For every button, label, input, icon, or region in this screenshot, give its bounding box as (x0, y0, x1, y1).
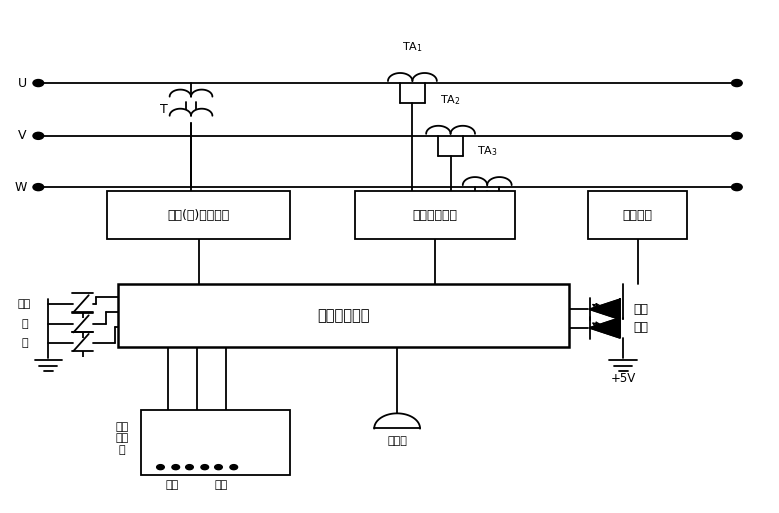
Circle shape (33, 184, 44, 191)
Text: 电流: 电流 (634, 321, 649, 334)
Circle shape (172, 465, 179, 470)
Circle shape (185, 465, 193, 470)
Text: 减: 减 (21, 338, 28, 348)
Text: W: W (15, 181, 26, 193)
Bar (588, 191, 687, 239)
Text: 飞车: 飞车 (215, 480, 228, 490)
Text: 微电脑控制板: 微电脑控制板 (318, 308, 370, 323)
Bar (355, 191, 516, 239)
Circle shape (230, 465, 238, 470)
Circle shape (731, 184, 742, 191)
Circle shape (731, 80, 742, 87)
Text: 单相(线)电压检测: 单相(线)电压检测 (167, 208, 230, 222)
Text: +5V: +5V (611, 372, 636, 385)
Text: TA$_1$: TA$_1$ (402, 40, 423, 54)
Text: V: V (19, 129, 26, 142)
Circle shape (33, 132, 44, 140)
Text: T: T (160, 103, 168, 116)
Circle shape (201, 465, 209, 470)
Text: TA$_2$: TA$_2$ (440, 93, 461, 107)
Text: 数字显示: 数字显示 (622, 208, 653, 222)
Text: 参数: 参数 (18, 299, 31, 309)
Circle shape (157, 465, 164, 470)
Text: 增: 增 (21, 320, 28, 329)
Text: 继电: 继电 (115, 422, 129, 432)
Text: TA$_3$: TA$_3$ (477, 144, 498, 158)
Text: 三相电流检测: 三相电流检测 (413, 208, 458, 222)
Bar (141, 410, 291, 475)
Text: 器输: 器输 (115, 433, 129, 444)
Text: U: U (18, 76, 26, 90)
Circle shape (215, 465, 222, 470)
Text: 出: 出 (119, 445, 125, 455)
Text: 故障: 故障 (165, 480, 178, 490)
Circle shape (33, 80, 44, 87)
Text: 电压: 电压 (634, 303, 649, 316)
Bar (118, 284, 569, 347)
Circle shape (731, 132, 742, 140)
Polygon shape (590, 318, 620, 338)
Polygon shape (590, 299, 620, 319)
Text: 蜂鸣器: 蜂鸣器 (387, 436, 407, 446)
Bar (107, 191, 291, 239)
